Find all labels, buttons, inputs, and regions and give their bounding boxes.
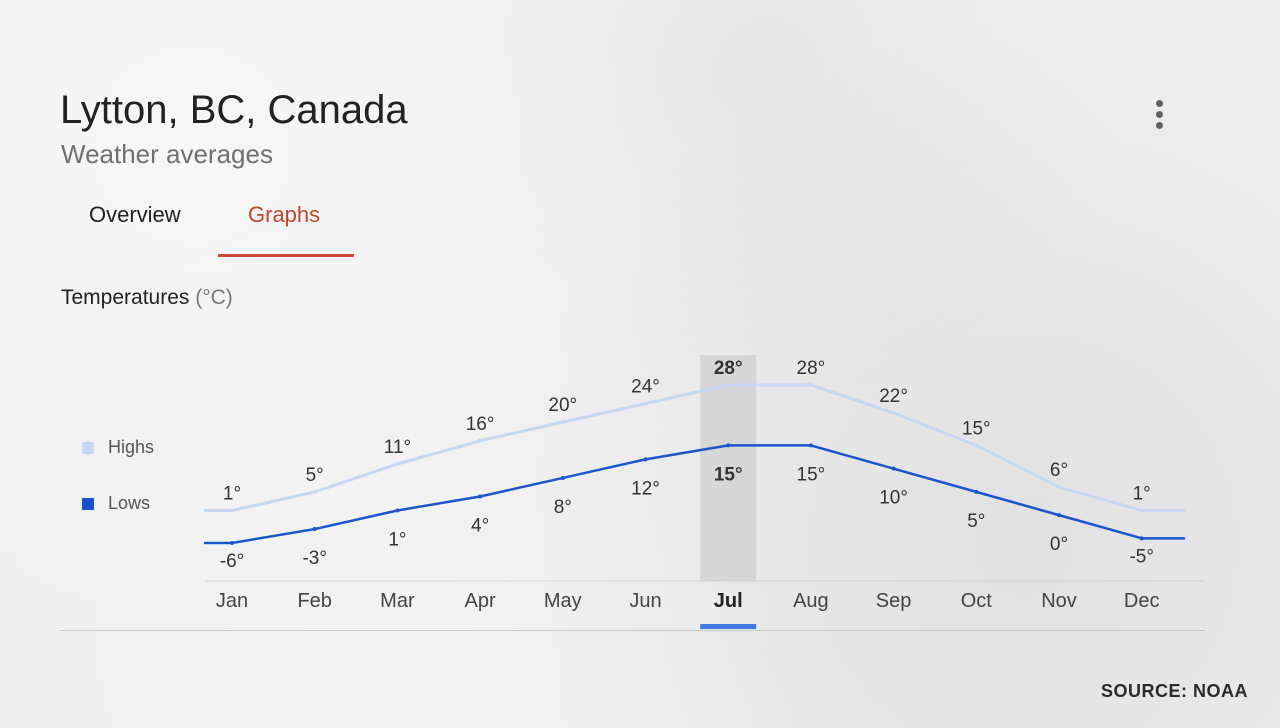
x-tick-label[interactable]: Sep [876,590,912,612]
page-subtitle: Weather averages [61,139,273,169]
menu-dot [1155,121,1163,129]
data-point-highs[interactable] [808,383,813,387]
menu-dot [1155,110,1163,118]
x-tick-label[interactable]: Jun [629,590,661,612]
divider-line [60,630,1205,631]
data-label-lows: -6° [220,551,245,572]
page-title: Lytton, BC, Canada [60,88,408,132]
x-tick-label[interactable]: Nov [1041,590,1077,612]
data-label-lows: 15° [714,464,743,485]
data-point-highs[interactable] [230,508,234,513]
data-label-highs: 16° [466,414,495,435]
x-tick-label[interactable]: Aug [793,590,829,612]
legend-item-highs[interactable]: Highs [82,437,154,458]
data-label-lows: 1° [388,529,406,550]
data-point-highs[interactable] [891,410,896,415]
x-tick-label[interactable]: Oct [961,590,993,612]
data-label-lows: 8° [554,497,572,518]
data-label-lows: -3° [302,548,327,569]
data-point-highs[interactable] [974,443,979,448]
data-label-lows: 15° [797,464,826,485]
data-point-lows[interactable] [643,457,648,462]
data-point-lows[interactable] [808,443,813,448]
data-label-highs: 1° [223,483,241,504]
data-point-lows[interactable] [230,541,234,545]
data-point-lows[interactable] [395,508,400,513]
data-point-highs[interactable] [395,462,400,466]
data-point-lows[interactable] [478,494,483,499]
data-label-lows: 0° [1050,534,1068,555]
series-line-highs [203,383,1186,512]
data-point-lows[interactable] [726,443,731,448]
data-point-highs[interactable] [560,420,565,425]
selected-month-indicator [700,624,757,629]
data-label-highs: 28° [797,358,826,379]
data-label-highs: 11° [384,437,411,458]
data-point-highs[interactable] [643,401,648,406]
x-tick-label[interactable]: Mar [380,590,415,612]
data-label-highs: 22° [879,386,908,407]
legend-item-lows[interactable]: Lows [82,493,150,514]
x-tick-label[interactable]: Jan [216,590,248,612]
data-point-highs[interactable] [312,489,317,494]
tab-overview[interactable]: Overview [89,202,181,227]
data-label-lows: 10° [879,488,908,509]
data-point-lows[interactable] [560,475,565,480]
data-label-lows: 12° [631,478,660,499]
data-label-lows: 5° [967,511,985,532]
data-point-lows[interactable] [891,466,896,471]
section-title: Temperatures (°C) [61,286,233,310]
data-point-lows[interactable] [974,489,979,494]
data-label-highs: 28° [714,358,743,379]
x-tick-label[interactable]: Jul [714,590,743,612]
x-tick-label[interactable]: Feb [297,590,331,612]
section-title-label: Temperatures [61,286,190,309]
selected-month-highlight [700,355,757,581]
legend-label-highs: Highs [108,437,155,457]
more-vertical-icon[interactable] [1146,96,1172,132]
data-point-lows[interactable] [1139,536,1144,541]
active-tab-indicator [218,254,354,257]
data-point-highs[interactable] [1139,508,1144,513]
data-label-highs: 6° [1050,460,1068,481]
data-point-lows[interactable] [1057,513,1061,518]
data-point-highs[interactable] [478,438,483,443]
data-point-lows[interactable] [312,527,317,532]
x-tick-label[interactable]: May [544,590,582,612]
data-point-highs[interactable] [726,383,731,387]
menu-dot [1155,99,1163,107]
source-credit: SOURCE: NOAA [1100,681,1248,701]
data-label-lows: -5° [1129,546,1154,567]
legend-swatch-highs [82,441,94,454]
data-label-highs: 15° [962,418,991,439]
series-line-lows [203,444,1186,545]
data-label-lows: 4° [471,516,489,537]
data-label-highs: 24° [631,377,660,398]
data-label-highs: 1° [1133,483,1151,504]
tab-graphs[interactable]: Graphs [248,202,321,227]
legend-label-lows: Lows [108,493,151,513]
data-label-highs: 5° [306,465,324,486]
data-label-highs: 20° [548,395,577,416]
legend-swatch-lows [82,497,94,510]
section-title-unit: (°C) [195,286,233,309]
x-tick-label[interactable]: Dec [1124,590,1160,612]
x-tick-label[interactable]: Apr [465,590,496,612]
data-point-highs[interactable] [1057,485,1061,490]
